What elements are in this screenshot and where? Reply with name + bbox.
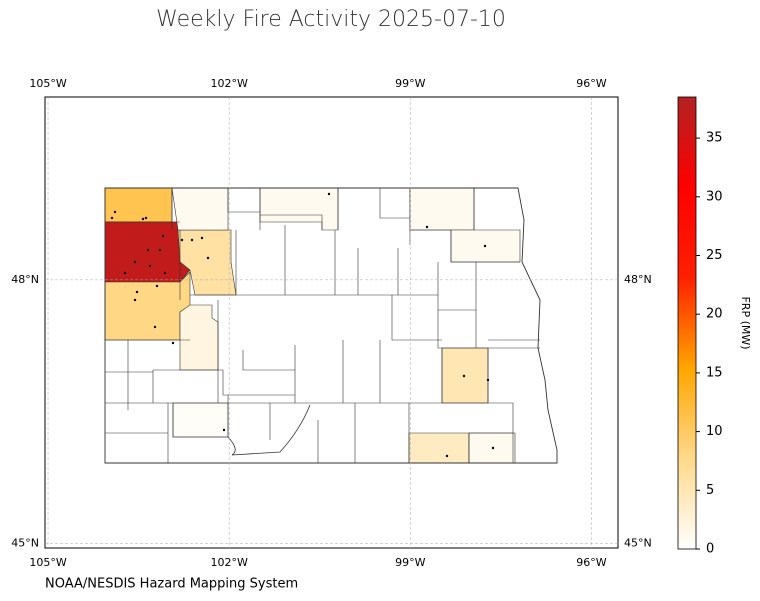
fire-detections: [110, 192, 495, 458]
fire-dot: [206, 256, 210, 260]
fire-dot: [110, 216, 114, 220]
colorbar: 0 5 10 15 20 25 30 35 FRP (MW): [677, 96, 752, 557]
fire-dot: [113, 210, 117, 214]
colorbar-tick-label: 0: [706, 542, 714, 557]
fire-dot: [133, 260, 137, 264]
state-outline: [104, 187, 558, 464]
fire-dot: [135, 290, 139, 294]
fire-dot: [445, 454, 449, 458]
fire-dot: [146, 248, 150, 252]
fire-dot: [171, 341, 175, 345]
county: [409, 187, 475, 231]
colorbar-tick-label: 25: [706, 248, 723, 263]
fire-dot: [155, 284, 159, 288]
colorbar-tick-label: 15: [706, 365, 723, 380]
y-tick-label-right: 45°N: [624, 537, 652, 550]
colorbar-label: FRP (MW): [739, 296, 752, 349]
x-tick-label-bottom: 102°W: [210, 556, 247, 569]
fire-dot: [123, 271, 127, 275]
fire-dot: [144, 216, 148, 220]
fire-dot: [180, 238, 184, 242]
county-fills: [104, 187, 521, 464]
x-tick-label-top: 105°W: [29, 77, 66, 90]
fire-dot: [190, 238, 194, 242]
title: Weekly Fire Activity 2025-07-10: [156, 7, 506, 32]
x-tick-label-bottom: 96°W: [576, 556, 606, 569]
map-frame: [44, 96, 619, 549]
county: [171, 187, 229, 231]
x-tick-label-top: 99°W: [395, 77, 425, 90]
fire-dot: [486, 378, 490, 382]
county: [408, 432, 470, 464]
fire-dot: [133, 298, 137, 302]
fire-dot: [222, 428, 226, 432]
fire-dot: [200, 236, 204, 240]
county: [179, 304, 219, 371]
y-tick-label-left: 45°N: [11, 537, 39, 550]
colorbar-tick-label: 10: [706, 424, 723, 439]
county: [104, 221, 191, 283]
county: [259, 187, 339, 231]
colorbar-tick-label: 30: [706, 189, 723, 204]
y-tick-label-right: 48°N: [624, 273, 652, 286]
x-tick-label-top: 102°W: [210, 77, 247, 90]
credit: NOAA/NESDIS Hazard Mapping System: [45, 577, 298, 592]
colorbar-tick-label: 5: [706, 483, 714, 498]
fire-dot: [327, 192, 331, 196]
fire-dot: [158, 248, 162, 252]
fire-dot: [163, 271, 167, 275]
x-tick-label-bottom: 99°W: [395, 556, 425, 569]
x-tick-label-top: 96°W: [576, 77, 606, 90]
x-tick-label-bottom: 105°W: [29, 556, 66, 569]
fire-dot: [161, 234, 165, 238]
fire-dot: [462, 374, 466, 378]
fire-dot: [148, 264, 152, 268]
colorbar-tick-label: 20: [706, 307, 723, 322]
county-lines: [104, 187, 558, 464]
fire-dot: [483, 244, 487, 248]
fire-dot: [141, 217, 145, 221]
fire-dot: [425, 225, 429, 229]
fire-dot: [153, 325, 157, 329]
colorbar-fill: [677, 96, 697, 550]
colorbar-tick-label: 35: [706, 131, 723, 146]
county: [172, 402, 229, 438]
county: [104, 187, 173, 223]
y-tick-label-left: 48°N: [11, 273, 39, 286]
county: [104, 271, 191, 341]
fire-dot: [491, 446, 495, 450]
